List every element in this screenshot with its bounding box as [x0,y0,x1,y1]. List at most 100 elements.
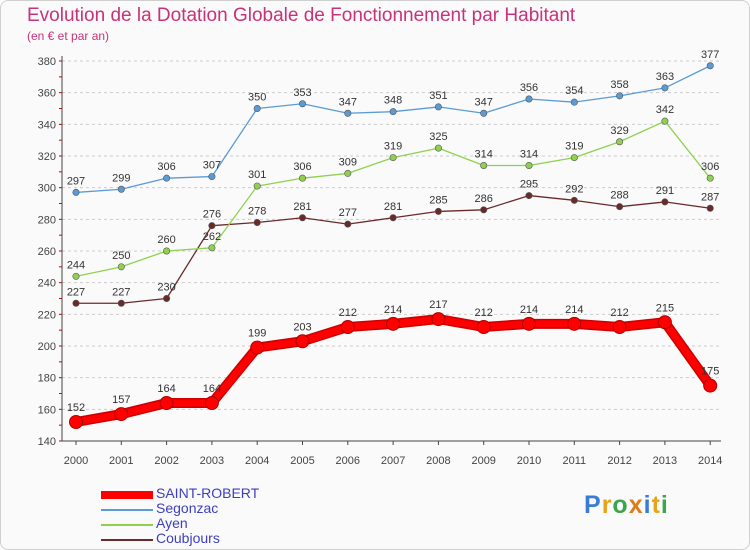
data-label: 329 [610,125,628,137]
series-point [163,174,171,182]
series-point [525,162,533,170]
data-label: 175 [701,366,719,378]
series-point [389,214,397,222]
y-tick-label: 220 [38,309,56,321]
data-label: 350 [248,92,266,104]
data-label: 215 [656,302,674,314]
data-labels: 227 227 230 276 278 281 277 281 285 286 295 292 288 2… [67,49,720,414]
y-tick-label: 180 [38,373,56,385]
data-label: 295 [520,179,538,191]
x-tick-label: 2011 [562,455,586,467]
data-label: 227 [67,286,85,298]
legend-swatch [101,539,153,541]
series-point [208,222,216,230]
data-label: 325 [429,131,447,143]
series-point [480,206,488,214]
data-label: 250 [112,250,130,262]
series-point [434,207,442,215]
series-point [525,192,533,200]
data-label: 358 [610,79,628,91]
series-point [340,320,355,334]
series-point [344,109,352,117]
logo-letter: P [584,491,602,519]
data-label: 342 [656,104,674,116]
data-label: 217 [429,299,447,311]
series-point [117,263,125,271]
series-point [567,316,582,331]
y-tick-label: 320 [38,151,56,163]
data-label: 281 [293,201,311,213]
x-tick-label: 2013 [653,455,677,467]
x-tick-label: 2009 [471,455,495,467]
data-label: 212 [339,307,357,319]
data-label: 347 [339,96,357,108]
y-tick-label: 240 [38,278,56,290]
data-label: 288 [610,190,628,202]
series-point [657,315,672,330]
series-point [295,334,310,349]
series-point [522,316,536,331]
series-point [72,188,80,196]
y-tick-label: 160 [38,404,56,416]
series-point [525,95,533,103]
data-label: 164 [203,383,221,395]
series-point [389,154,397,162]
legend-label: Ayen [156,515,188,531]
data-label: 354 [565,85,583,97]
series-lines [69,62,718,429]
data-label: 306 [701,161,719,173]
data-label: 164 [157,383,175,395]
logo-letter: r [601,491,613,519]
series-point [163,294,171,302]
series-point [434,144,442,152]
x-tick-label: 2012 [607,455,631,467]
data-label: 285 [429,194,447,206]
data-label: 287 [701,191,719,203]
series-point [480,162,488,170]
series-point [661,198,669,206]
series-point [570,196,578,204]
x-tick-label: 2005 [290,455,314,467]
y-tick-label: 280 [38,214,56,226]
series-point [706,204,714,212]
series-point [253,219,261,227]
legend-label: SAINT-ROBERT [156,485,260,501]
x-tick-label: 2008 [426,455,450,467]
series-point [661,84,669,92]
legend-label: Coubjours [156,530,220,546]
x-tick-label: 2014 [698,455,722,467]
data-label: 203 [293,321,311,333]
data-label: 319 [384,141,402,153]
data-label: 299 [112,172,130,184]
legend-swatch [101,491,153,499]
y-tick-label: 200 [38,341,56,353]
x-tick-label: 2006 [336,455,360,467]
series-point [253,105,261,113]
data-label: 348 [384,95,402,107]
x-tick-label: 2001 [109,455,133,467]
data-label: 227 [112,286,130,298]
y-tick-label: 340 [38,119,56,131]
chart-title: Evolution de la Dotation Globale de Fonc… [27,5,576,26]
series-point [703,378,718,393]
x-tick-label: 2000 [64,455,88,467]
series-point [386,316,401,331]
data-label: 351 [429,90,447,102]
series-point [204,396,219,410]
y-tick-label: 140 [38,436,56,448]
series-point [117,185,125,193]
data-label: 291 [656,185,674,197]
data-label: 297 [67,175,85,187]
data-label: 356 [520,82,538,94]
series-point [298,214,306,222]
series-point [431,312,446,327]
data-label: 214 [520,304,538,316]
series-point [476,320,491,334]
data-label: 152 [67,402,85,414]
x-tick-label: 2003 [200,455,224,467]
data-label: 277 [339,207,357,219]
data-label: 314 [475,149,493,161]
series-point [250,340,265,355]
data-label: 306 [157,161,175,173]
